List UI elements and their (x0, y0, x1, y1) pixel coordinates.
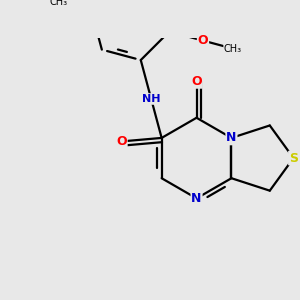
Text: N: N (191, 192, 202, 205)
Text: O: O (116, 135, 127, 148)
Text: CH₃: CH₃ (224, 44, 242, 54)
Text: S: S (289, 152, 298, 165)
Text: NH: NH (142, 94, 161, 104)
Text: CH₃: CH₃ (50, 0, 68, 7)
Text: O: O (191, 75, 202, 88)
Text: O: O (198, 34, 208, 47)
Text: N: N (226, 131, 237, 144)
